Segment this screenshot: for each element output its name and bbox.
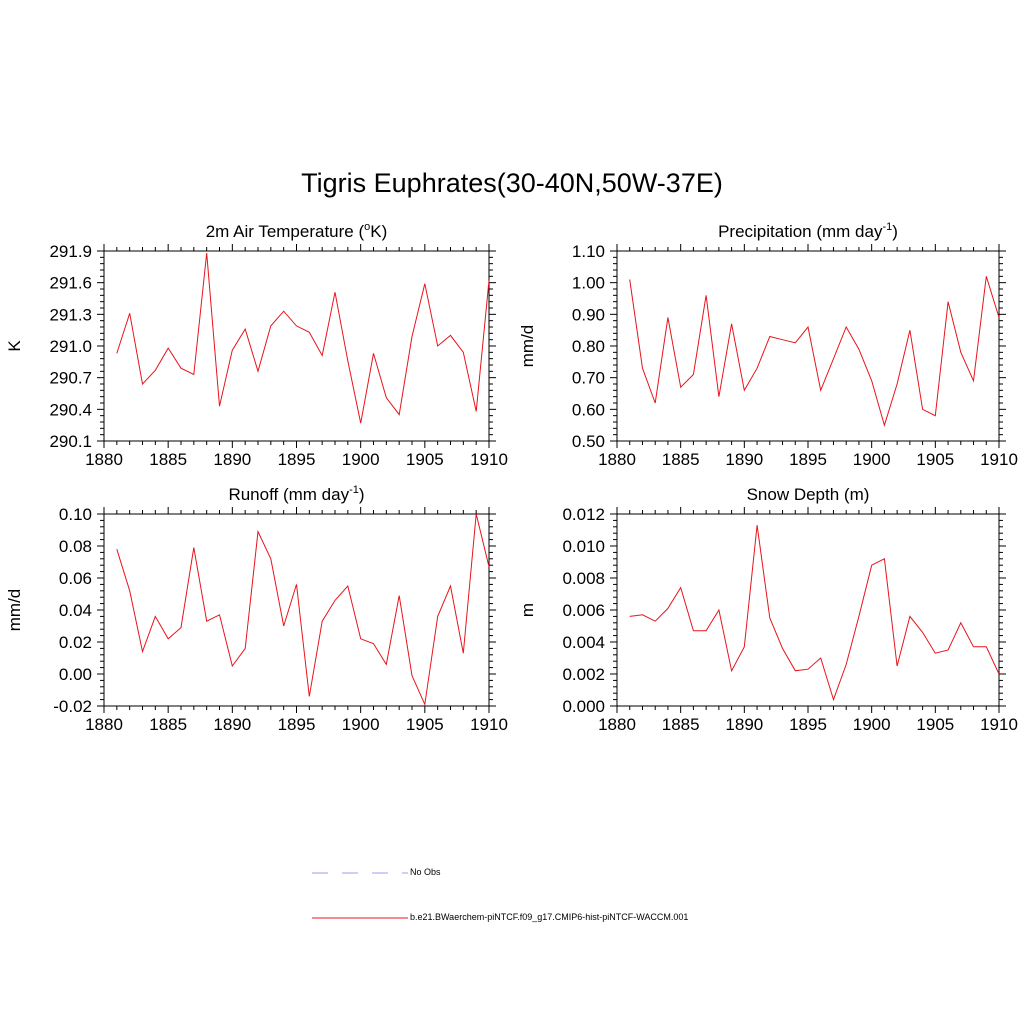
x-tick-label: 1910: [980, 450, 1018, 469]
y-tick-label: 0.70: [572, 369, 605, 388]
panel-air-temp: 1880 1885 1890 1895 1900 1905 1910 290.1 290.4 29…: [5, 221, 508, 469]
series-line: [629, 525, 1000, 702]
series-line: [116, 513, 490, 707]
x-tick-label: 1910: [470, 715, 508, 734]
y-tick-label: 0.60: [572, 400, 605, 419]
plot-frame: [616, 513, 1000, 707]
panel-title-suffix: K): [370, 222, 387, 241]
x-tick-label: 1880: [598, 450, 636, 469]
panel-title: Snow Depth (m): [747, 485, 870, 504]
y-tick-label: 0.008: [562, 569, 605, 588]
x-tick-label: 1885: [662, 715, 700, 734]
panel-title-text: Precipitation (mm day: [718, 222, 883, 241]
panel-title-superscript: -1: [882, 221, 892, 233]
x-tick-label: 1910: [980, 715, 1018, 734]
y-tick-label: 0.012: [562, 505, 605, 524]
x-tick-label: 1880: [598, 715, 636, 734]
y-axis-label: mm/d: [5, 589, 24, 632]
series-line: [116, 253, 490, 424]
panel-title-text: Runoff (mm day: [228, 485, 349, 504]
y-axis-label: mm/d: [518, 325, 537, 368]
y-tick-label: 291.3: [49, 305, 92, 324]
panel-title-text: 2m Air Temperature (: [206, 222, 365, 241]
x-tick-label: 1910: [470, 450, 508, 469]
y-tick-label: 0.10: [59, 505, 92, 524]
y-tick-label: 0.02: [59, 633, 92, 652]
x-tick-label: 1890: [725, 715, 763, 734]
y-tick-label: 290.7: [49, 369, 92, 388]
y-tick-label: 0.90: [572, 305, 605, 324]
panel-snow-depth: 1880 1885 1890 1895 1900 1905 1910 0.000 0.002 0.…: [518, 485, 1018, 734]
x-tick-label: 1895: [278, 715, 316, 734]
x-tick-label: 1880: [85, 450, 123, 469]
x-tick-label: 1900: [342, 715, 380, 734]
y-tick-label: 291.0: [49, 337, 92, 356]
plot-frame: [103, 250, 490, 442]
panel-precip: 1880 1885 1890 1895 1900 1905 1910 0.50 0.60 0.70…: [518, 221, 1018, 469]
panel-title: 2m Air Temperature (oK): [206, 221, 388, 241]
panel-title-suffix: ): [359, 485, 365, 504]
x-tick-label: 1890: [213, 715, 251, 734]
y-tick-label: 0.002: [562, 665, 605, 684]
x-tick-label: 1885: [662, 450, 700, 469]
figure-title: Tigris Euphrates(30-40N,50W-37E): [301, 168, 723, 198]
y-axis-label: K: [5, 340, 24, 352]
y-tick-label: 0.80: [572, 337, 605, 356]
x-tick-label: 1905: [406, 715, 444, 734]
y-tick-label: 291.6: [49, 274, 92, 293]
panel-title-superscript: -1: [349, 484, 359, 496]
panel-title-text: Snow Depth (m): [747, 485, 870, 504]
y-tick-label: 0.00: [59, 665, 92, 684]
y-tick-label: 0.50: [572, 432, 605, 451]
y-tick-label: 1.10: [572, 242, 605, 261]
series-line: [629, 276, 1000, 427]
x-tick-label: 1895: [789, 450, 827, 469]
y-axis-label: m: [518, 603, 537, 617]
y-tick-label: 290.4: [49, 400, 92, 419]
y-tick-label: 1.00: [572, 274, 605, 293]
panel-title-suffix: ): [892, 222, 898, 241]
y-tick-label: 0.004: [562, 633, 605, 652]
panel-runoff: 1880 1885 1890 1895 1900 1905 1910 -0.02 0.00 0.0…: [5, 484, 508, 734]
y-tick-label: 0.08: [59, 537, 92, 556]
x-tick-label: 1905: [916, 450, 954, 469]
x-tick-label: 1890: [725, 450, 763, 469]
y-tick-label: -0.02: [53, 697, 92, 716]
panel-title: Runoff (mm day-1): [228, 484, 364, 504]
x-tick-label: 1905: [406, 450, 444, 469]
x-tick-label: 1885: [149, 450, 187, 469]
y-tick-label: 291.9: [49, 242, 92, 261]
x-tick-label: 1890: [213, 450, 251, 469]
y-tick-label: 0.006: [562, 601, 605, 620]
y-tick-label: 0.06: [59, 569, 92, 588]
panel-title-superscript: o: [364, 221, 370, 233]
plot-frame: [616, 250, 1000, 442]
x-tick-label: 1905: [916, 715, 954, 734]
x-tick-label: 1900: [853, 715, 891, 734]
plot-frame: [103, 513, 490, 707]
y-tick-label: 290.1: [49, 432, 92, 451]
y-tick-label: 0.04: [59, 601, 92, 620]
x-tick-label: 1900: [853, 450, 891, 469]
y-tick-label: 0.000: [562, 697, 605, 716]
x-tick-label: 1880: [85, 715, 123, 734]
x-tick-label: 1895: [278, 450, 316, 469]
x-tick-label: 1885: [149, 715, 187, 734]
x-tick-label: 1895: [789, 715, 827, 734]
y-tick-label: 0.010: [562, 537, 605, 556]
x-tick-label: 1900: [342, 450, 380, 469]
panel-title: Precipitation (mm day-1): [718, 221, 898, 241]
